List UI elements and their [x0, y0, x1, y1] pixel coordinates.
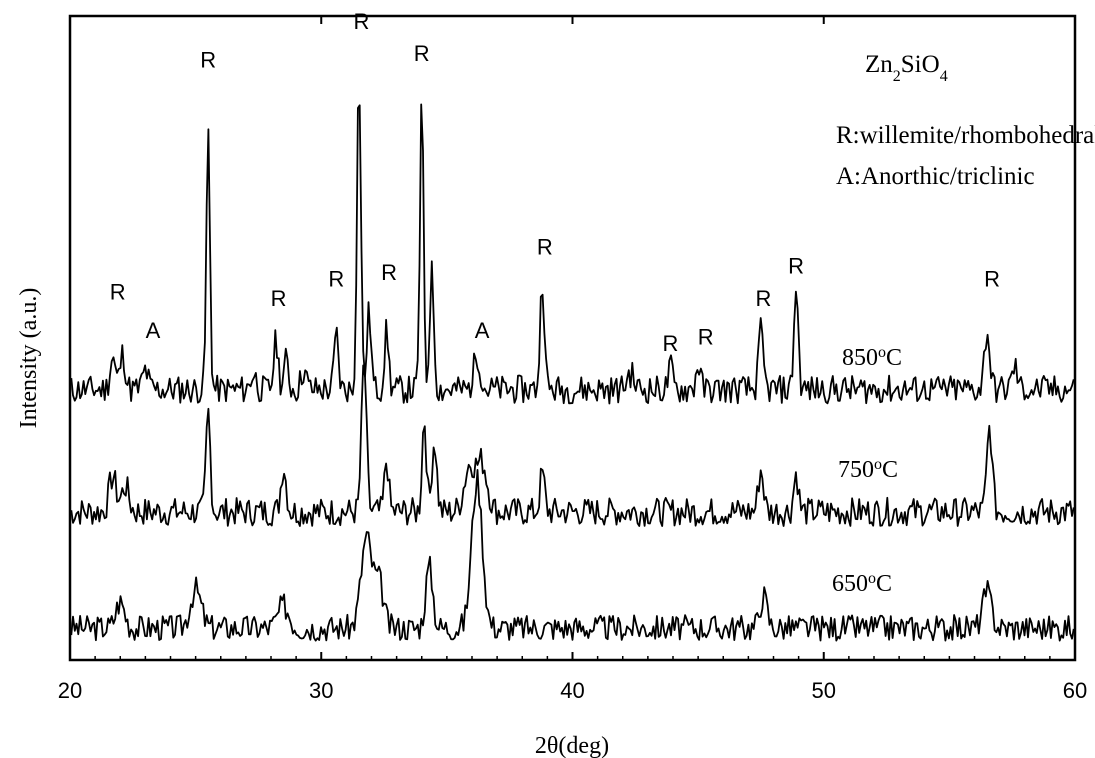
- x-axis-title: 2θ(deg): [535, 733, 609, 758]
- legend: Zn2SiO4 R:willemite/rhombohedral A:Anort…: [836, 51, 1095, 190]
- peak-label: R: [328, 266, 344, 291]
- peak-label: A: [146, 318, 161, 343]
- label-part: 850: [842, 345, 878, 371]
- peak-label: R: [381, 260, 397, 285]
- series-line: [70, 364, 1075, 527]
- y-axis-title: Intensity (a.u.): [16, 288, 42, 429]
- label-part: 4: [940, 68, 948, 85]
- label-part: C: [886, 345, 902, 371]
- peak-label: R: [414, 41, 430, 66]
- peak-label: R: [354, 9, 370, 34]
- series-label: 750oC: [838, 456, 898, 484]
- peak-label: R: [110, 279, 126, 304]
- peak-label: R: [271, 286, 287, 311]
- plot-frame: [68, 14, 1077, 662]
- x-tick-label: 40: [560, 678, 584, 703]
- label-part: 650: [832, 571, 868, 597]
- peak-label: R: [756, 286, 772, 311]
- peak-label: R: [663, 331, 679, 356]
- legend-line-r: R:willemite/rhombohedral: [836, 122, 1095, 149]
- label-part: 2: [893, 68, 901, 85]
- series-label: 650oC: [832, 570, 892, 598]
- label-part: o: [878, 344, 886, 361]
- peak-label: R: [537, 234, 553, 259]
- label-part: Zn: [865, 51, 893, 78]
- peak-label: R: [788, 254, 804, 279]
- peak-label: R: [984, 266, 1000, 291]
- x-tick-label: 60: [1063, 678, 1087, 703]
- series-group: [70, 103, 1075, 642]
- x-axis-ticks: 20 30 40 50 60: [58, 16, 1087, 703]
- legend-compound: Zn2SiO4: [865, 51, 948, 85]
- x-tick-label: 50: [812, 678, 836, 703]
- label-part: C: [882, 457, 898, 483]
- label-part: o: [874, 456, 882, 473]
- peak-label: R: [200, 48, 216, 73]
- series-label: 850oC: [842, 344, 902, 372]
- label-part: C: [876, 571, 892, 597]
- peak-label: R: [698, 324, 714, 349]
- label-part: SiO: [901, 51, 940, 78]
- x-tick-label: 30: [309, 678, 333, 703]
- label-part: 750: [838, 457, 874, 483]
- label-part: o: [868, 570, 876, 587]
- series-line: [70, 468, 1075, 642]
- legend-line-a: A:Anorthic/triclinic: [836, 163, 1035, 190]
- x-tick-label: 20: [58, 678, 82, 703]
- series-line: [70, 103, 1075, 405]
- peak-label: A: [475, 318, 490, 343]
